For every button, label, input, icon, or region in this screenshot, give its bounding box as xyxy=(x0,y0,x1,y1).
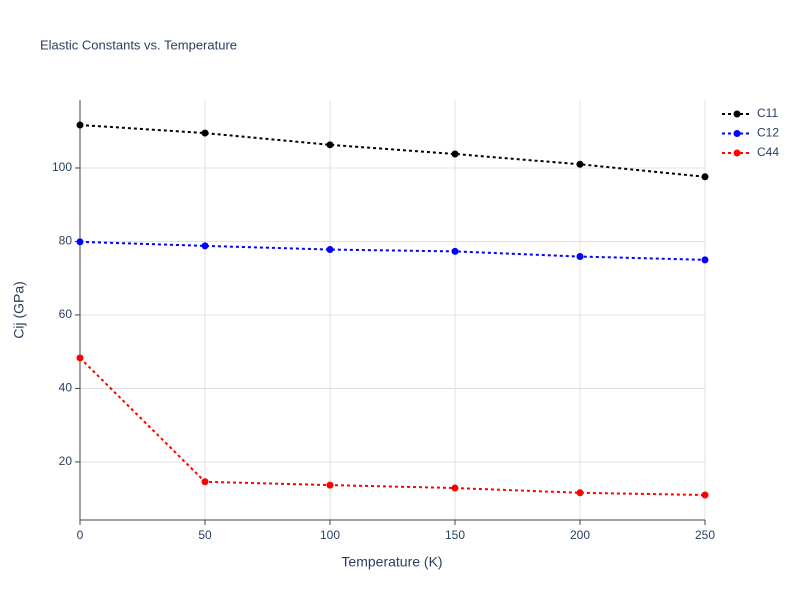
x-axis-title: Temperature (K) xyxy=(341,554,442,570)
legend-label: C44 xyxy=(757,145,779,159)
data-point xyxy=(201,242,209,250)
data-point xyxy=(76,121,84,129)
x-tick-label: 250 xyxy=(695,528,715,542)
data-point xyxy=(326,481,334,489)
data-point xyxy=(451,247,459,255)
y-axis-title: Cij (GPa) xyxy=(11,281,27,339)
legend-marker xyxy=(733,149,741,157)
chart-title: Elastic Constants vs. Temperature xyxy=(40,37,237,52)
y-tick-label: 60 xyxy=(59,307,73,321)
data-point xyxy=(326,141,334,149)
data-point xyxy=(451,484,459,492)
data-point xyxy=(451,150,459,158)
data-point xyxy=(701,256,709,264)
x-tick-label: 150 xyxy=(445,528,465,542)
data-point xyxy=(201,478,209,486)
series-line xyxy=(79,357,706,497)
legend-label: C12 xyxy=(757,126,779,140)
data-point xyxy=(76,354,84,362)
data-point xyxy=(576,253,584,261)
legend-marker xyxy=(733,130,741,137)
data-point xyxy=(701,173,709,181)
data-point xyxy=(326,246,334,254)
data-point xyxy=(201,129,209,137)
x-tick-label: 50 xyxy=(198,528,212,542)
y-tick-label: 80 xyxy=(59,234,73,248)
data-point xyxy=(576,160,584,168)
data-point xyxy=(701,491,709,499)
data-point xyxy=(576,489,584,497)
y-tick-label: 40 xyxy=(59,381,73,395)
legend-label: C11 xyxy=(757,106,778,120)
series-line xyxy=(79,123,706,178)
x-tick-label: 0 xyxy=(77,528,84,542)
series-line xyxy=(79,240,706,261)
y-tick-label: 100 xyxy=(52,160,72,174)
x-tick-label: 100 xyxy=(320,528,340,542)
legend-marker xyxy=(733,110,741,118)
x-tick-label: 200 xyxy=(570,528,590,542)
y-tick-label: 20 xyxy=(59,454,73,468)
data-point xyxy=(76,238,84,246)
